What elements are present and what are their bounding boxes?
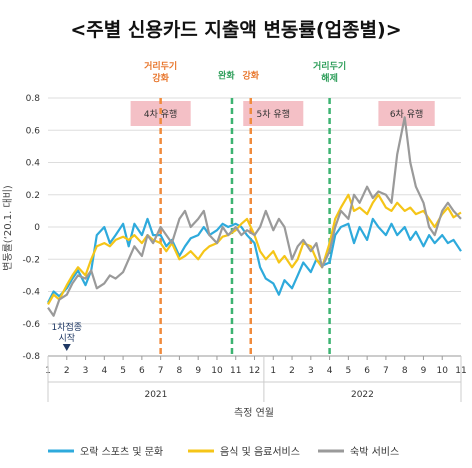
x-tick-label-20: 9 (421, 366, 427, 376)
x-tick-label-8: 9 (195, 366, 201, 376)
x-tick-label-15: 4 (327, 366, 333, 376)
legend-label-2: 음식 및 음료서비스 (220, 446, 300, 458)
series-lines (47, 116, 462, 317)
x-tick-label-14: 3 (308, 366, 314, 376)
wave-box-3 (378, 101, 435, 126)
y-tick-label-2: 0.4 (26, 159, 41, 169)
policy-annotation-3-line-1: 강화 (242, 70, 259, 82)
series-line-1 (47, 217, 462, 304)
policy-lines (159, 98, 331, 356)
wave-label-layer: 4차 유행 5차 유행 6차 유행 (130, 101, 435, 126)
series-line-3 (47, 116, 462, 317)
x-tick-label-11: 12 (249, 366, 260, 376)
axes: 0.80.60.40.20-0.2-0.4-0.6-0.812345678910… (22, 94, 467, 402)
x-tick-label-16: 5 (345, 366, 351, 376)
x-tick-label-9: 10 (211, 366, 223, 376)
y-tick-label-7: -0.6 (22, 320, 40, 330)
y-tick-label-8: -0.8 (22, 352, 40, 362)
x-tick-label-21: 10 (437, 366, 449, 376)
year-label-2: 2022 (351, 390, 374, 400)
x-tick-label-13: 2 (289, 366, 295, 376)
legend: 오락 스포츠 및 문화 음식 및 음료서비스 숙박 서비스 (48, 446, 399, 458)
vaccination-marker-icon (62, 344, 71, 351)
policy-annotation-4-line-2: 해제 (321, 72, 338, 84)
wave-box-2 (243, 101, 304, 126)
y-tick-label-5: -0.2 (22, 255, 40, 265)
policy-annotation-2-line-1: 완화 (218, 70, 235, 82)
legend-label-3: 숙박 서비스 (350, 446, 399, 458)
legend-label-1: 오락 스포츠 및 문화 (80, 446, 163, 458)
policy-annotation-4-line-1: 거리두기 (313, 60, 346, 72)
x-tick-label-10: 11 (230, 366, 241, 376)
wave-label-2: 5차 유행 (257, 108, 290, 120)
y-tick-label-1: 0.6 (26, 126, 41, 136)
x-tick-label-12: 1 (270, 366, 276, 376)
policy-annotation-1-line-1: 거리두기 (144, 60, 177, 72)
y-tick-label-3: 0.2 (26, 191, 40, 201)
x-tick-label-19: 8 (402, 366, 408, 376)
y-axis-label: 변동률(‘20.1. 대비) (2, 185, 14, 271)
gridlines (48, 97, 461, 357)
vaccination-annotation-line-2: 시작 (58, 333, 75, 344)
x-tick-label-1: 2 (64, 366, 70, 376)
year-label-1: 2021 (144, 390, 167, 400)
y-tick-label-6: -0.4 (22, 288, 40, 298)
x-tick-label-3: 4 (101, 366, 107, 376)
x-tick-label-6: 7 (158, 366, 164, 376)
x-tick-label-2: 3 (83, 366, 89, 376)
x-tick-label-4: 5 (120, 366, 126, 376)
y-tick-label-0: 0.8 (26, 94, 41, 104)
x-tick-label-7: 8 (177, 366, 183, 376)
series-line-2 (47, 193, 462, 305)
x-tick-label-5: 6 (139, 366, 145, 376)
x-tick-label-17: 6 (364, 366, 370, 376)
wave-label-3: 6차 유행 (390, 108, 423, 120)
vaccination-annotation-line-1: 1차접종 (51, 321, 82, 333)
x-tick-label-18: 7 (383, 366, 389, 376)
x-axis-label: 측정 연월 (234, 407, 274, 419)
y-tick-label-4: 0 (34, 223, 40, 233)
policy-annotation-1-line-2: 강화 (152, 72, 169, 84)
chart-title: <주별 신용카드 지출액 변동률(업종별)> (70, 19, 401, 41)
